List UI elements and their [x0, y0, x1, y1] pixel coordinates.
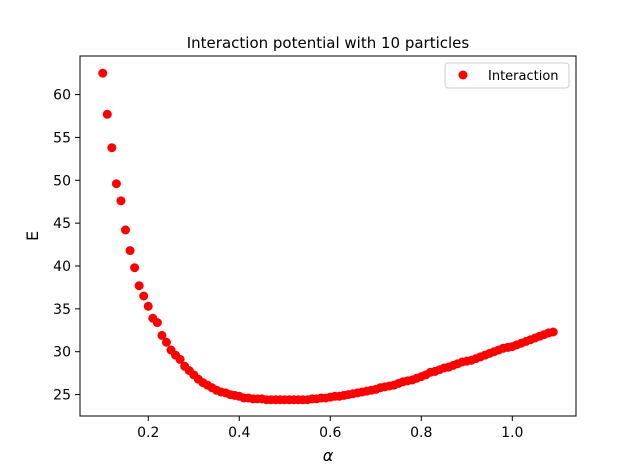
legend-marker — [458, 70, 468, 80]
legend-box — [444, 62, 570, 89]
legend-label: Interaction — [488, 69, 559, 84]
data-point — [98, 68, 108, 78]
data-point — [111, 179, 121, 189]
x-tick-label: 0.2 — [137, 425, 159, 441]
y-axis: 25 30 35 40 45 50 55 60 — [53, 88, 80, 404]
data-point — [107, 143, 117, 153]
data-point — [143, 301, 153, 311]
data-point — [157, 330, 167, 340]
data-point — [125, 246, 135, 256]
x-axis: 0.2 0.4 0.6 0.8 1.0 — [137, 416, 523, 441]
y-tick-label: 55 — [53, 130, 71, 146]
data-point — [139, 291, 149, 301]
x-tick-label: 0.6 — [319, 425, 341, 441]
data-point — [134, 281, 144, 291]
plot-frame — [79, 55, 577, 417]
data-point — [548, 327, 558, 337]
legend: Interaction — [444, 62, 570, 89]
y-axis-label: E — [23, 231, 42, 241]
y-tick-label: 60 — [53, 88, 71, 104]
data-point — [130, 263, 140, 273]
data-point — [161, 337, 171, 347]
x-tick-label: 1.0 — [501, 425, 523, 441]
y-tick-label: 45 — [53, 216, 71, 232]
x-tick-label: 0.4 — [228, 425, 250, 441]
data-markers — [98, 68, 558, 405]
chart-title: Interaction potential with 10 particles — [187, 34, 470, 52]
x-axis-label: α — [323, 446, 334, 465]
data-point — [175, 354, 185, 364]
y-tick-label: 30 — [53, 345, 71, 361]
y-tick-label: 40 — [53, 259, 71, 275]
data-point — [152, 318, 162, 328]
y-tick-label: 50 — [53, 173, 71, 189]
data-point — [102, 109, 112, 119]
data-point — [121, 225, 131, 235]
y-tick-label: 25 — [53, 388, 71, 404]
x-tick-label: 0.8 — [410, 425, 432, 441]
data-point — [116, 196, 126, 206]
y-tick-label: 35 — [53, 302, 71, 318]
